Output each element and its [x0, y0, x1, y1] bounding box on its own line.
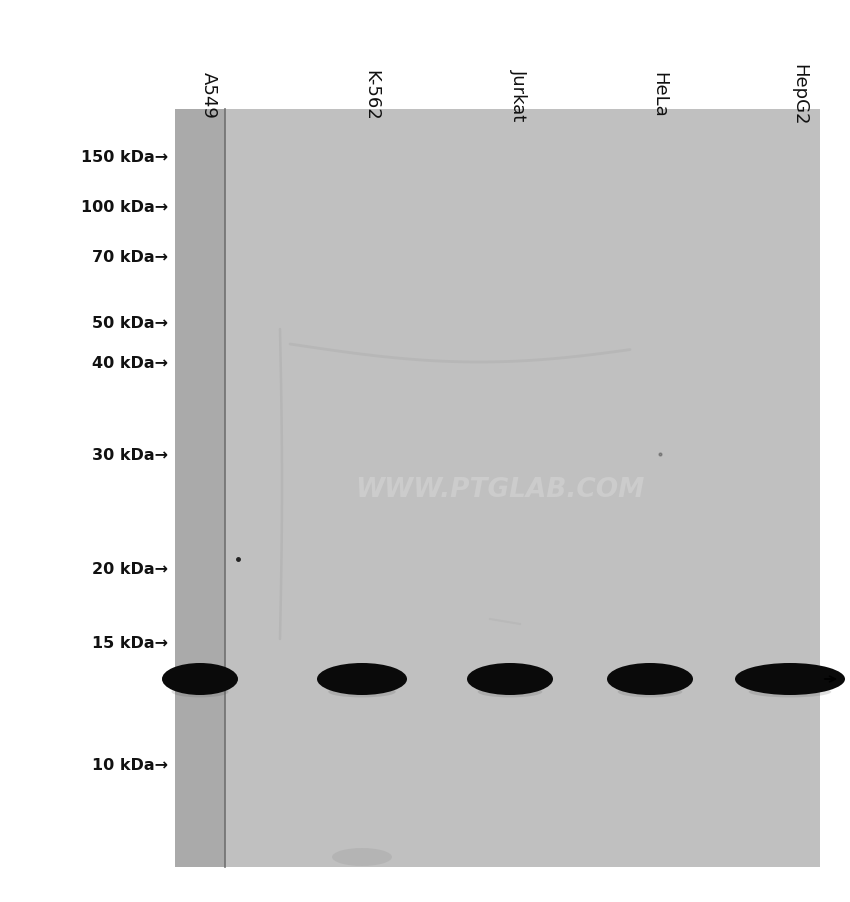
Ellipse shape [172, 686, 229, 697]
Text: 30 kDa→: 30 kDa→ [92, 448, 168, 463]
Text: WWW.PTGLAB.COM: WWW.PTGLAB.COM [355, 476, 644, 502]
Bar [175, 110, 820, 867]
Ellipse shape [317, 663, 407, 695]
Text: 150 kDa→: 150 kDa→ [81, 151, 168, 165]
Ellipse shape [735, 663, 845, 695]
Ellipse shape [618, 686, 683, 697]
Text: 40 kDa→: 40 kDa→ [92, 355, 168, 370]
Text: 10 kDa→: 10 kDa→ [92, 758, 168, 773]
Ellipse shape [328, 686, 396, 697]
Text: K-562: K-562 [362, 69, 380, 120]
Text: A549: A549 [200, 71, 218, 118]
Bar [175, 110, 225, 867]
Text: 15 kDa→: 15 kDa→ [92, 635, 168, 649]
Text: 100 kDa→: 100 kDa→ [81, 199, 168, 215]
Text: 70 kDa→: 70 kDa→ [92, 249, 168, 264]
Ellipse shape [162, 663, 238, 695]
Text: Jurkat: Jurkat [510, 69, 528, 121]
Ellipse shape [749, 686, 831, 697]
Text: 20 kDa→: 20 kDa→ [92, 561, 168, 575]
Text: 50 kDa→: 50 kDa→ [92, 315, 168, 330]
Ellipse shape [478, 686, 542, 697]
Ellipse shape [332, 848, 392, 866]
Text: HepG2: HepG2 [790, 64, 808, 125]
Text: HeLa: HeLa [650, 72, 668, 118]
Ellipse shape [467, 663, 553, 695]
Ellipse shape [607, 663, 693, 695]
